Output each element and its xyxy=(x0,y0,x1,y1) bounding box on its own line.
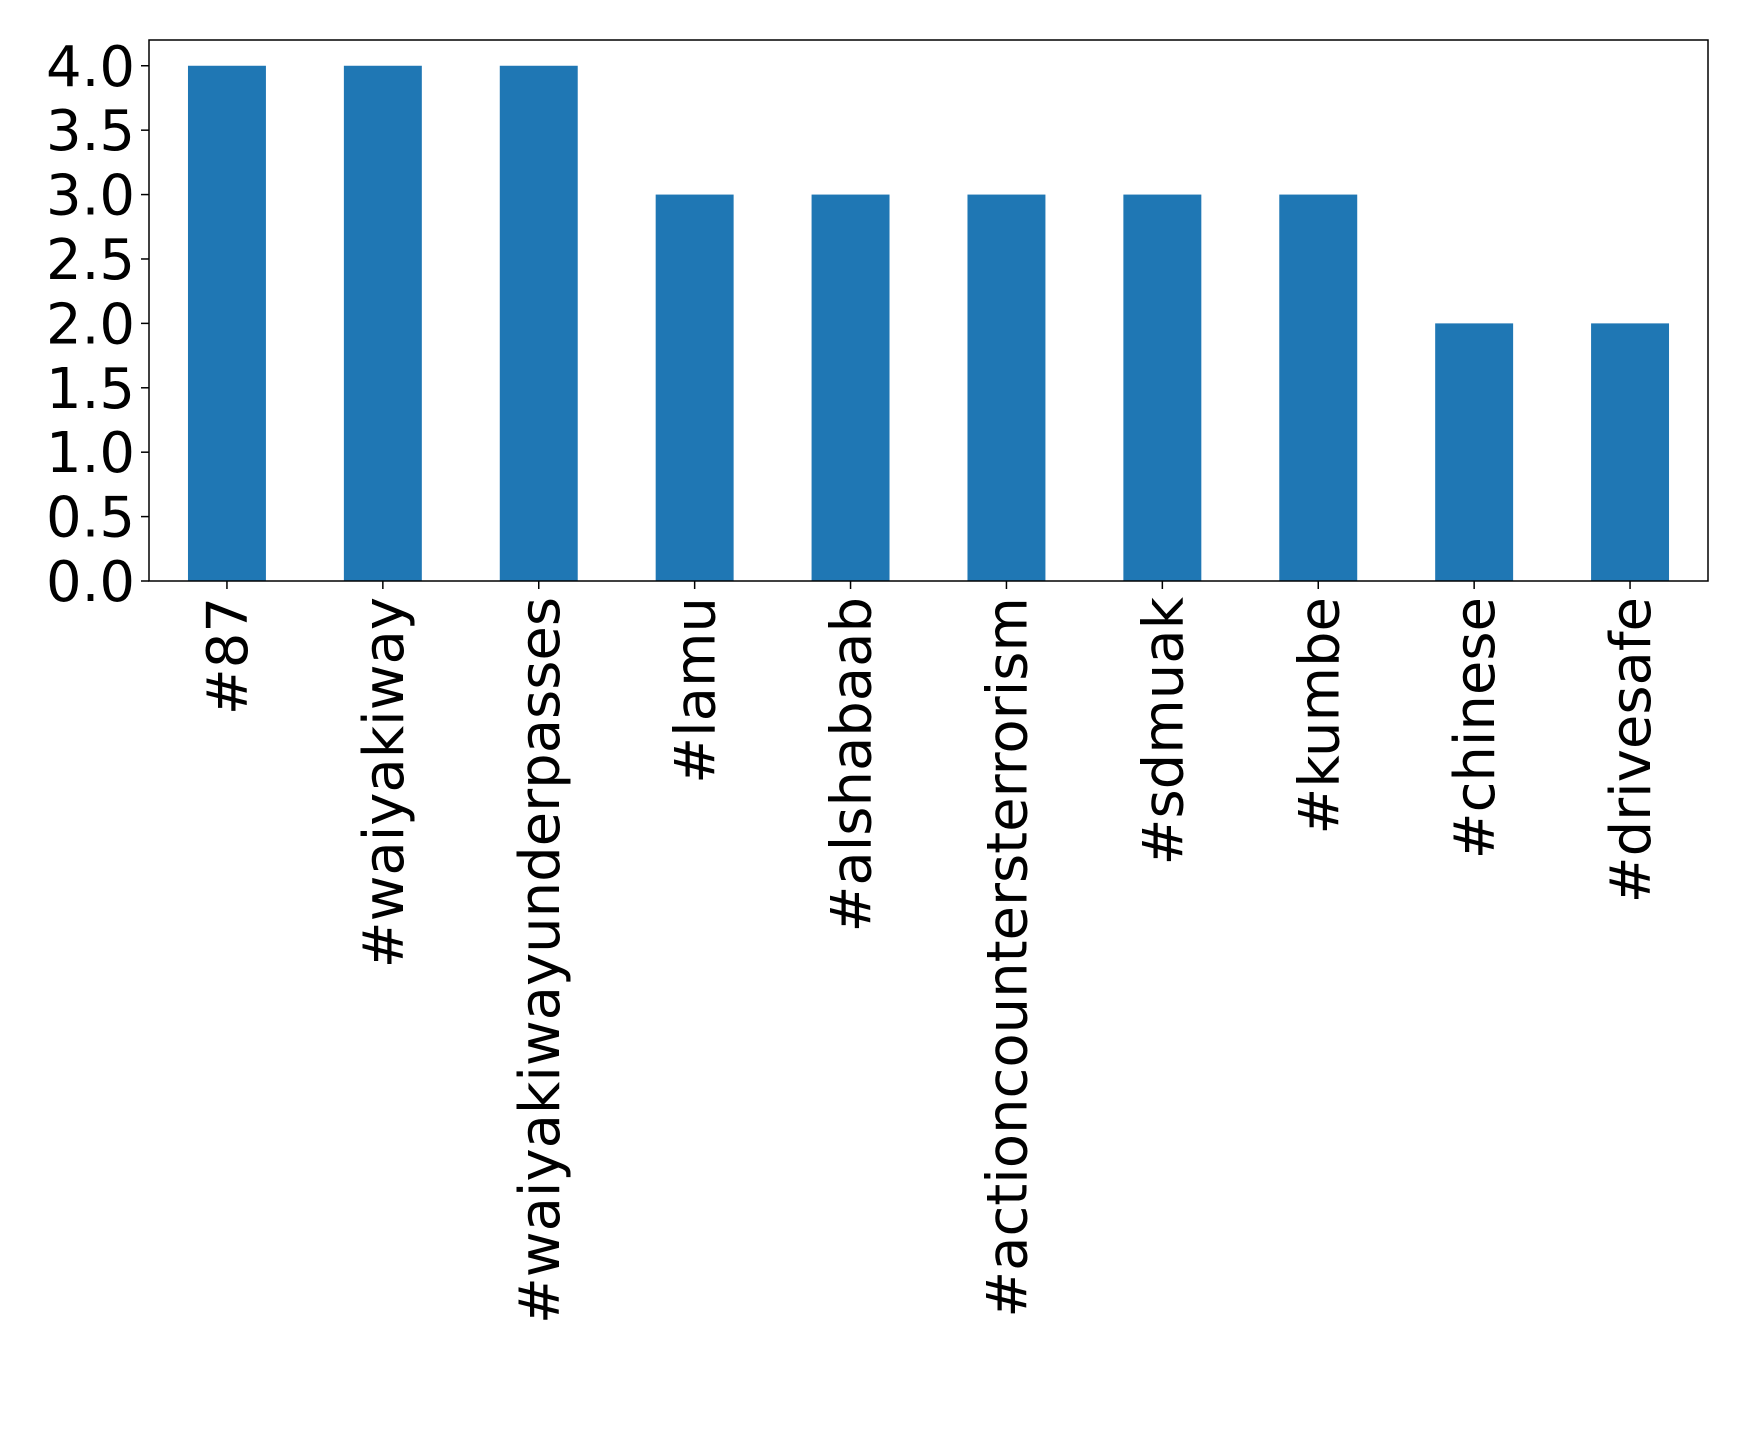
plot-frame xyxy=(148,39,1709,582)
x-tick-label: #waiyakiway xyxy=(352,597,417,968)
bar xyxy=(1279,194,1358,582)
bar xyxy=(343,65,422,581)
y-tick-label: 1.0 xyxy=(46,421,135,486)
x-tick-label: #actioncountersterrorism xyxy=(975,597,1040,1318)
x-tick-label: #waiyakiwayunderpasses xyxy=(508,597,573,1324)
bar xyxy=(187,65,266,581)
bar xyxy=(1591,323,1670,581)
bar xyxy=(811,194,890,582)
bar xyxy=(1123,194,1202,582)
y-tick-label: 1.5 xyxy=(46,357,135,422)
bar xyxy=(499,65,578,581)
x-tick-label: #chinese xyxy=(1443,597,1508,859)
x-tick-label: #sdmuak xyxy=(1131,596,1196,865)
bar xyxy=(1435,323,1514,581)
x-tick-label: #kumbe xyxy=(1287,597,1352,835)
x-tick-label: #alshabaab xyxy=(820,597,885,933)
bar xyxy=(655,194,734,582)
y-tick-label: 0.0 xyxy=(46,550,135,615)
x-tick-label: #drivesafe xyxy=(1599,597,1664,903)
y-tick-label: 4.0 xyxy=(46,35,135,100)
bar xyxy=(967,194,1046,582)
y-tick-label: 0.5 xyxy=(46,486,135,551)
y-tick-label: 3.5 xyxy=(46,99,135,164)
y-tick-label: 2.5 xyxy=(46,228,135,293)
y-tick-label: 3.0 xyxy=(46,164,135,229)
y-tick-label: 2.0 xyxy=(46,292,135,357)
x-tick-label: #lamu xyxy=(664,597,729,784)
x-tick-label: #87 xyxy=(196,597,261,715)
